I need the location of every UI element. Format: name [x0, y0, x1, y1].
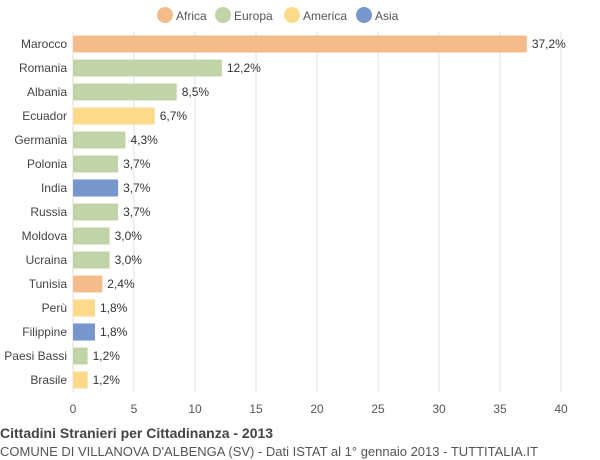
value-label-albania: 8,5% [182, 85, 210, 99]
bar-russia [73, 203, 119, 221]
legend-marker-america [284, 7, 300, 23]
category-label-germania: Germania [14, 133, 67, 147]
bar-paesi-bassi [73, 347, 88, 365]
chart-subtitle: COMUNE DI VILLANOVA D'ALBENGA (SV) - Dat… [0, 444, 538, 459]
bar-brasile [73, 371, 88, 389]
value-label-filippine: 1,8% [100, 325, 128, 339]
value-label-moldova: 3,0% [115, 229, 143, 243]
x-tick-label-10: 10 [188, 402, 202, 416]
chart-legend: Africa Europa America Asia [157, 7, 399, 23]
category-label-moldova: Moldova [22, 229, 68, 243]
x-tick-label-40: 40 [554, 402, 568, 416]
bar-albania [73, 83, 177, 101]
x-tick-label-25: 25 [371, 402, 385, 416]
category-label-india: India [41, 181, 67, 195]
category-label-filippine: Filippine [22, 325, 67, 339]
value-label-paesi-bassi: 1,2% [93, 349, 121, 363]
x-tick-label-15: 15 [249, 402, 263, 416]
category-label-marocco: Marocco [21, 37, 67, 51]
legend-label-america: America [303, 9, 347, 23]
value-label-russia: 3,7% [123, 205, 151, 219]
value-label-romania: 12,2% [227, 61, 261, 75]
value-label-marocco: 37,2% [532, 37, 566, 51]
legend-marker-europa [215, 7, 231, 23]
x-tick-label-30: 30 [432, 402, 446, 416]
value-label-peru: 1,8% [100, 301, 128, 315]
x-tick-label-0: 0 [70, 402, 77, 416]
value-label-india: 3,7% [123, 181, 151, 195]
category-label-ucraina: Ucraina [26, 253, 68, 267]
legend-label-asia: Asia [375, 9, 399, 23]
category-label-ecuador: Ecuador [22, 109, 67, 123]
legend-marker-asia [356, 7, 372, 23]
bar-india [73, 179, 119, 197]
bar-ucraina [73, 251, 110, 269]
value-label-germania: 4,3% [130, 133, 158, 147]
value-label-brasile: 1,2% [93, 373, 121, 387]
bar-chart: Africa Europa America Asia Marocco 37,2% Roma… [4, 7, 568, 416]
legend-label-europa: Europa [234, 9, 273, 23]
value-label-tunisia: 2,4% [107, 277, 135, 291]
chart-bars: Marocco 37,2% Romania 12,2% Albania 8,5% Ecuad… [4, 35, 566, 389]
bar-peru [73, 299, 95, 317]
bar-filippine [73, 323, 95, 341]
category-label-polonia: Polonia [27, 157, 67, 171]
legend-label-africa: Africa [176, 9, 207, 23]
bar-romania [73, 59, 222, 77]
category-label-brasile: Brasile [30, 373, 67, 387]
value-label-ucraina: 3,0% [115, 253, 143, 267]
bar-tunisia [73, 275, 103, 293]
x-axis: 0 5 10 15 20 25 30 35 40 [70, 402, 568, 416]
category-label-tunisia: Tunisia [29, 277, 68, 291]
value-label-ecuador: 6,7% [160, 109, 188, 123]
bar-marocco [73, 35, 527, 53]
value-label-polonia: 3,7% [123, 157, 151, 171]
bar-polonia [73, 155, 119, 173]
x-tick-label-5: 5 [131, 402, 138, 416]
category-label-paesi-bassi: Paesi Bassi [4, 349, 67, 363]
category-label-peru: Perù [42, 301, 67, 315]
category-label-romania: Romania [19, 61, 67, 75]
x-tick-label-20: 20 [310, 402, 324, 416]
x-tick-label-35: 35 [493, 402, 507, 416]
bar-moldova [73, 227, 110, 245]
bar-germania [73, 131, 126, 149]
category-label-russia: Russia [30, 205, 67, 219]
chart-title: Cittadini Stranieri per Cittadinanza - 2… [0, 425, 274, 441]
legend-marker-africa [157, 7, 173, 23]
category-label-albania: Albania [27, 85, 67, 99]
bar-ecuador [73, 107, 155, 125]
